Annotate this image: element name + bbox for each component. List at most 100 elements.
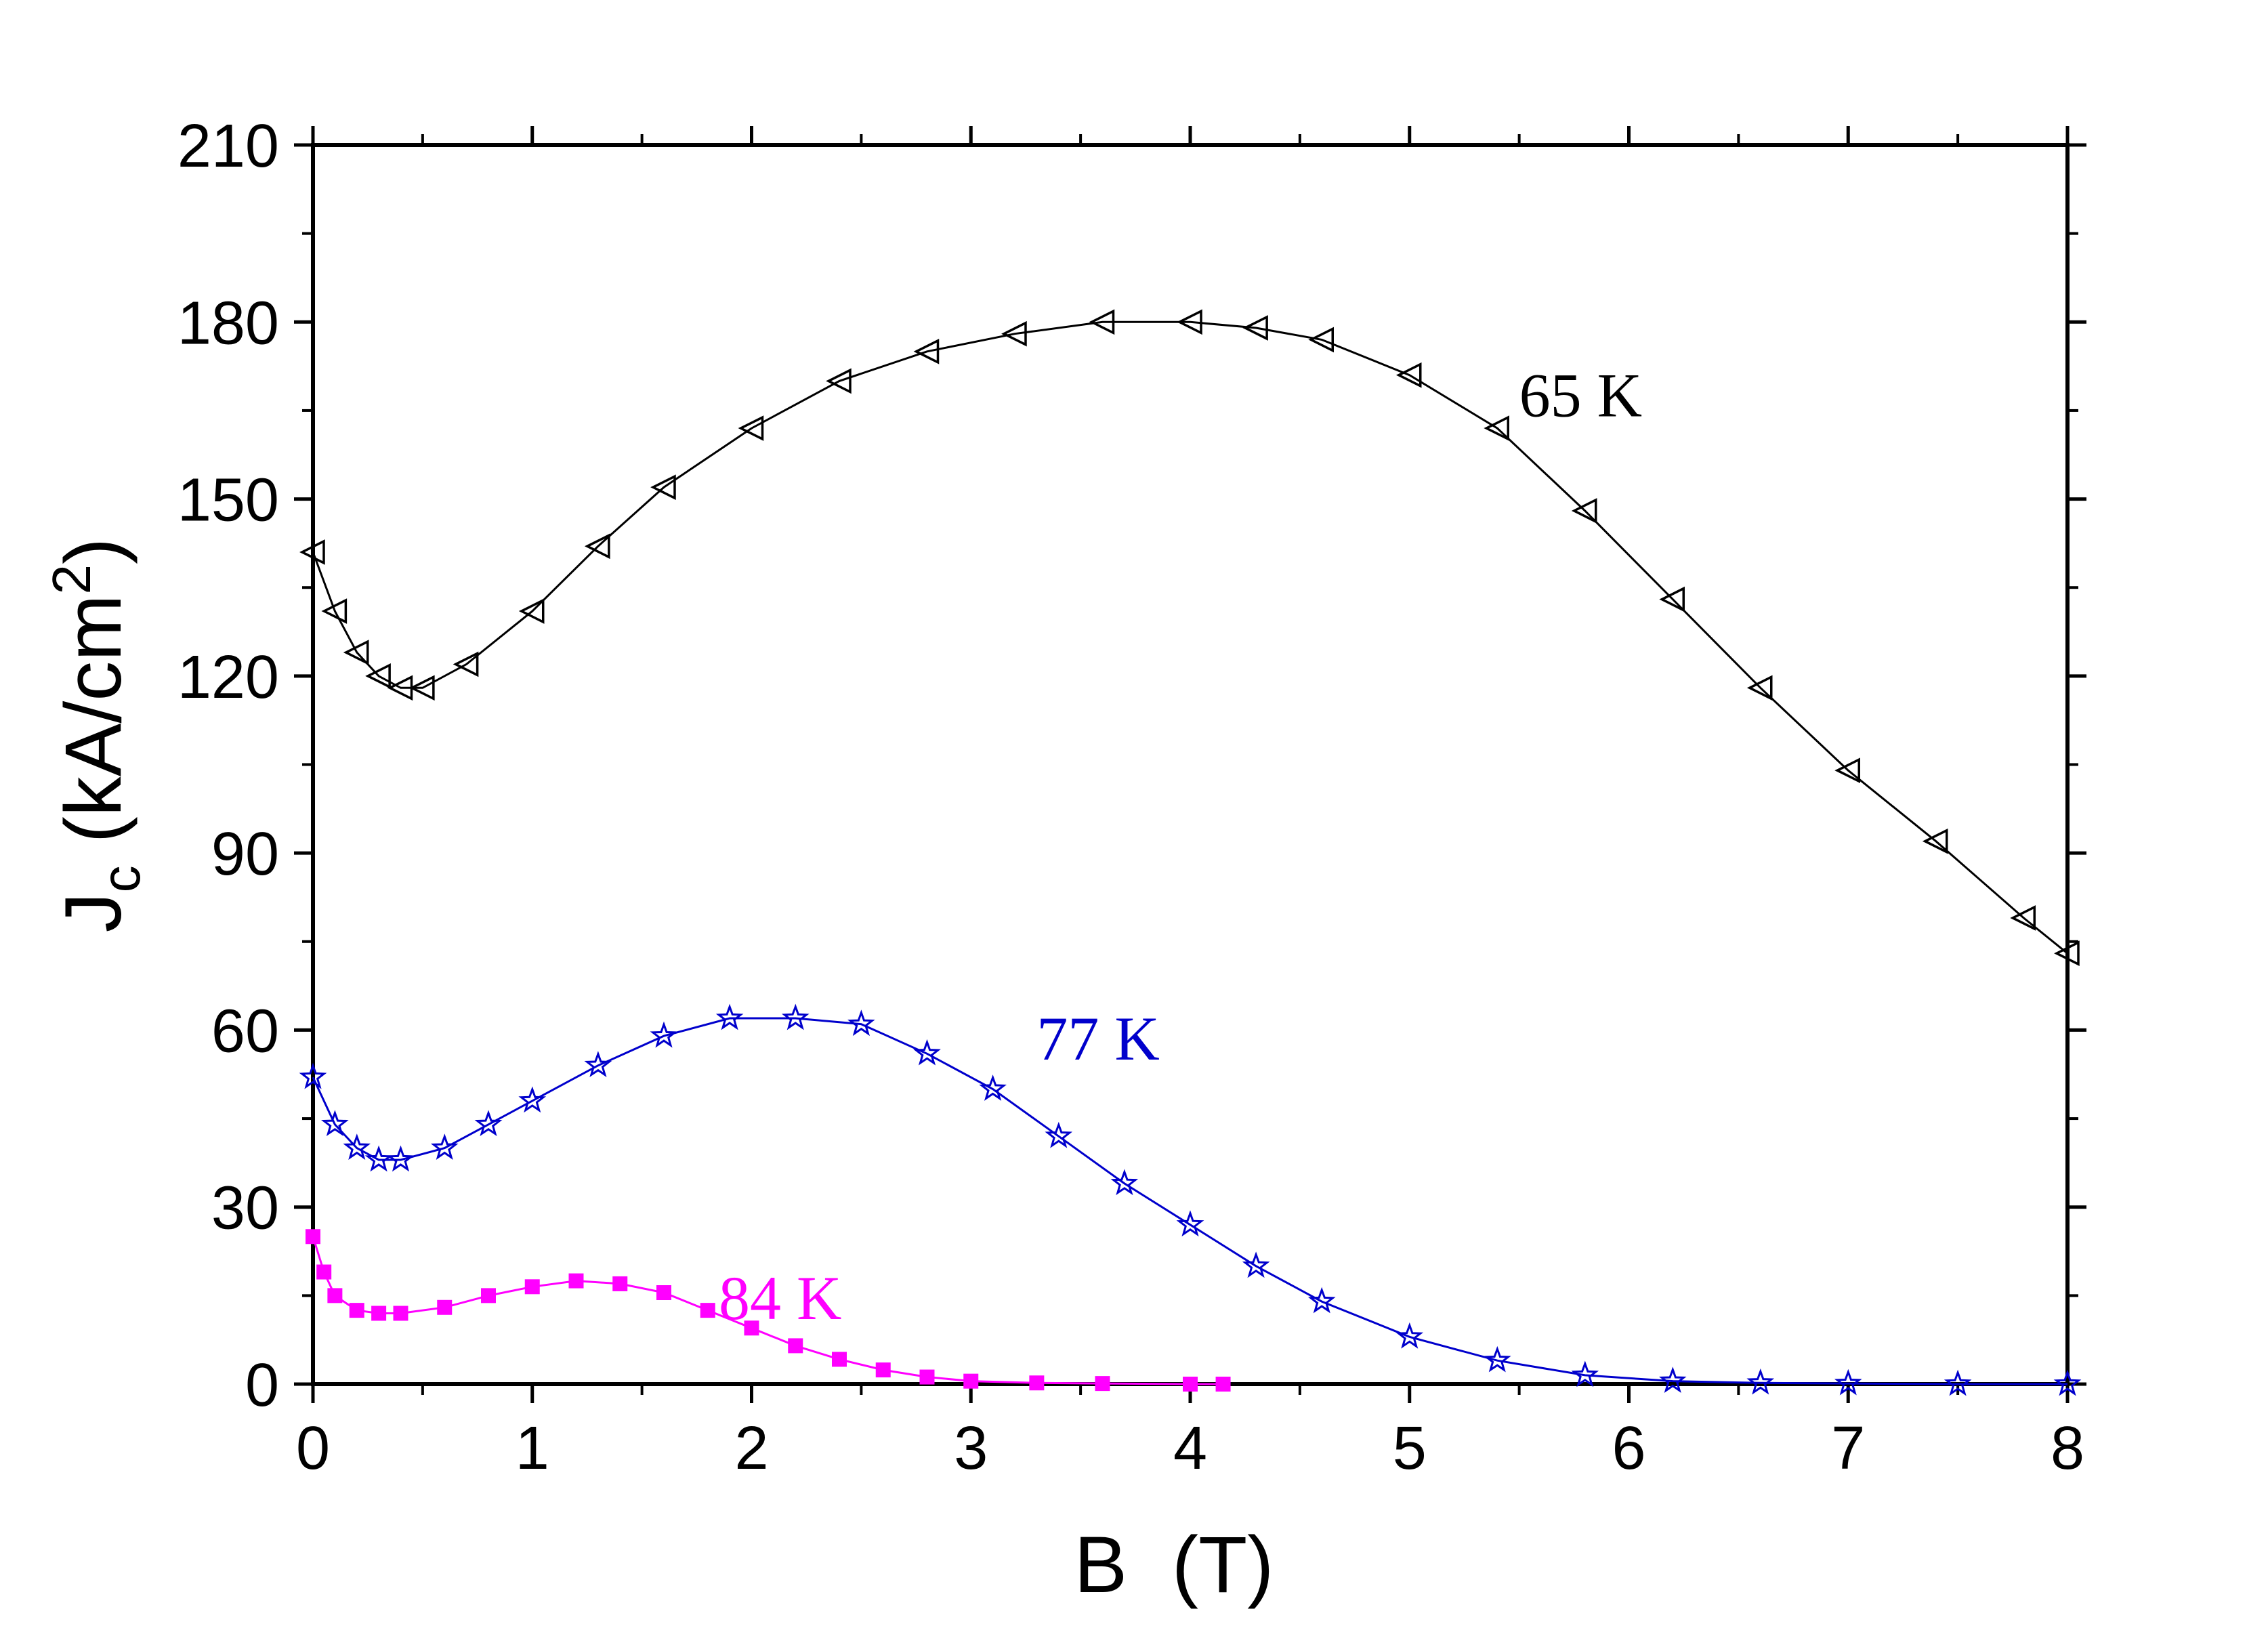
data-point-77k [1176,1210,1204,1237]
y-tick-label: 60 [211,997,279,1065]
data-point-77k [1571,1360,1599,1387]
data-point-77k [1045,1121,1073,1148]
y-tick-label: 90 [211,820,279,888]
data-point-65k [1746,675,1773,701]
data-point-65k [453,651,479,677]
data-point-77k [1307,1287,1336,1314]
x-tick-label: 6 [1612,1415,1645,1482]
data-point-65k [518,598,545,624]
data-point-77k [715,1003,744,1030]
data-point-77k [913,1039,941,1066]
data-point-77k [1483,1345,1511,1373]
data-point-65k [408,675,435,701]
data-point-84k [788,1338,803,1354]
series-group [299,309,2082,1396]
data-point-65k [2054,940,2080,967]
data-point-84k [524,1279,540,1295]
data-point-65k [299,539,325,565]
data-point-84k [1215,1377,1231,1392]
y-axis-title-main: J [49,892,138,932]
data-point-65k [1308,327,1334,353]
data-point-77k [650,1021,678,1048]
data-point-65k [1922,828,1948,854]
y-axis-title-units: (kA/cm [49,594,138,865]
data-point-77k [474,1110,503,1137]
data-point-84k [1183,1377,1198,1392]
y-axis-title-sup: 2 [41,564,102,595]
data-point-77k [1395,1322,1424,1349]
data-point-84k [437,1299,453,1315]
data-point-84k [612,1276,628,1291]
data-point-77k [321,1110,349,1137]
series-84k [306,1229,1231,1392]
curve-annotations: 65 K 77 K 84 K [719,361,1642,1333]
data-point-65k [913,339,940,364]
data-point-84k [832,1352,847,1367]
y-axis-title: Jc (kA/cm2) [41,538,151,933]
x-tick-label: 0 [296,1415,330,1482]
data-point-65k [1177,309,1202,335]
data-point-65k [321,598,348,624]
y-tick-label: 30 [211,1175,279,1243]
data-point-84k [327,1288,343,1303]
data-point-84k [919,1369,935,1385]
data-point-84k [481,1288,496,1303]
data-point-77k [518,1086,547,1113]
data-point-84k [875,1362,891,1378]
series-line-65k [312,320,2068,955]
data-point-65k [1834,757,1860,784]
data-point-77k [430,1133,459,1160]
data-point-84k [1029,1375,1045,1391]
y-tick-label: 150 [177,467,279,535]
x-tick-label: 1 [516,1415,549,1482]
series-line-77k [312,1017,2067,1385]
plot-frame [311,143,2070,1386]
x-axis-ticks: 0 1 2 3 4 5 6 7 8 [296,126,2084,1482]
y-axis-ticks: 0 30 60 90 120 150 180 210 [177,112,2086,1419]
data-point-65k [365,663,391,689]
data-point-65k [1395,362,1422,388]
data-point-77k [847,1009,875,1037]
x-axis-title: B (T) [1074,1520,1274,1610]
data-point-84k [316,1264,332,1280]
data-point-65k [1089,309,1115,335]
data-point-84k [306,1229,320,1245]
data-point-65k [1001,320,1027,347]
data-point-77k [1110,1169,1139,1196]
data-point-65k [2010,905,2036,931]
data-point-65k [1484,415,1509,441]
data-point-77k [1834,1369,1862,1396]
data-point-65k [1571,498,1597,524]
curve-label-77k: 77 K [1036,1004,1159,1073]
y-tick-label: 0 [245,1352,279,1419]
data-point-84k [744,1320,759,1336]
data-point-84k [568,1273,584,1289]
data-point-84k [700,1303,715,1318]
data-point-84k [1095,1376,1110,1392]
x-tick-label: 5 [1393,1415,1427,1482]
data-point-77k [1242,1251,1270,1278]
data-point-84k [656,1285,671,1301]
x-tick-label: 4 [1173,1415,1207,1482]
data-point-84k [963,1373,979,1389]
data-point-77k [387,1145,415,1172]
x-tick-label: 2 [734,1415,768,1482]
y-axis-title-units-end: ) [49,538,138,564]
data-point-77k [299,1062,327,1089]
x-tick-label: 8 [2051,1415,2084,1482]
data-point-77k [781,1003,810,1030]
data-point-65k [826,368,852,394]
data-point-65k [1242,315,1268,341]
data-point-77k [1944,1369,1972,1396]
data-point-77k [1658,1366,1687,1393]
y-axis-title-sub: c [91,865,151,892]
data-point-84k [371,1306,387,1321]
data-point-84k [393,1306,408,1321]
data-point-65k [584,533,610,560]
plot-frame-group [311,143,2070,1386]
data-point-65k [1659,586,1685,612]
series-77k [299,1003,2082,1396]
data-point-65k [343,640,369,665]
y-tick-label: 210 [177,112,279,180]
